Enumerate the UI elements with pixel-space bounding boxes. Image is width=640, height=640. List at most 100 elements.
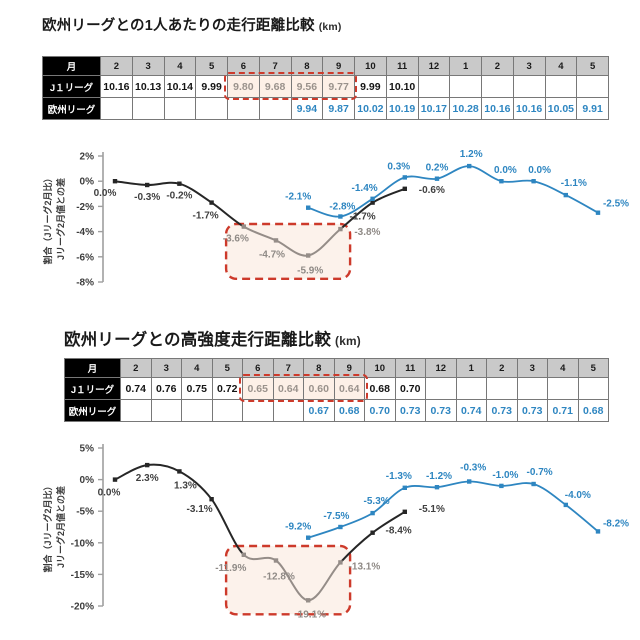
value-cell [100, 97, 133, 120]
series-line-segment [404, 175, 438, 180]
y-axis-title: Jリーグ2月値との差 [55, 486, 66, 568]
data-point-label: -0.7% [527, 467, 553, 478]
value-cell: 0.73 [486, 399, 518, 422]
month-header-cell: 3 [516, 358, 548, 378]
data-point-label: -1.1% [561, 178, 587, 189]
value-cell [272, 399, 304, 422]
series-line-segment [339, 201, 374, 230]
y-tick-label: 5% [80, 444, 95, 455]
data-point-marker [273, 238, 279, 243]
value-cell: 0.65 [242, 377, 274, 400]
value-cell: 9.99 [354, 75, 387, 98]
data-point-marker [112, 477, 118, 482]
data-point-marker [145, 182, 150, 188]
value-cell [449, 75, 482, 98]
month-header-cell: 2 [481, 56, 514, 76]
value-cell: 0.70 [364, 399, 396, 422]
series-line-segment [275, 559, 309, 602]
high-intensity-distance-table: 月 2 3 4 5 6 7 8 9 10 11 12 1 2 3 4 5 J１リーグ 0.74 0.76 0.75 0.7… [64, 358, 609, 422]
line-chart: 2% 0% -2% -4% -6% -8% 割合（Jリーグ2月比） Jリーグ2月値との差 0.0… [42, 149, 629, 288]
value-cell: 9.99 [195, 75, 228, 98]
section1-title-text: 欧州リーグとの1人あたりの走行距離比較 [42, 18, 315, 34]
series-line-segment [533, 180, 567, 196]
month-header-cell: 5 [195, 56, 228, 76]
y-axis-title: Jリーグ2月値との差 [55, 178, 66, 260]
y-tick-label: -6% [76, 252, 94, 263]
data-point-label: 0.0% [528, 165, 551, 176]
data-point-marker [499, 483, 504, 489]
row-label: J１リーグ [64, 377, 121, 400]
data-point-label: -5.3% [364, 496, 390, 507]
value-cell [417, 75, 451, 98]
month-header-cell: 5 [211, 358, 243, 378]
month-header-cell: 5 [577, 358, 609, 378]
data-point-label: -0.6% [419, 185, 445, 196]
month-header-cell: 7 [272, 358, 304, 378]
data-point-marker [370, 196, 375, 201]
value-cell [481, 75, 514, 98]
month-header-cell: 11 [385, 56, 419, 76]
data-point-marker [241, 552, 246, 557]
section2-title: 欧州リーグとの高強度走行距離比較 (km) [64, 326, 361, 350]
value-cell: 10.13 [131, 75, 165, 98]
row-label: 欧州リーグ [64, 399, 121, 422]
series-line-segment [179, 182, 213, 204]
data-point-marker [338, 214, 343, 219]
month-header-cell: 8 [290, 56, 324, 76]
month-header-cell: 1 [455, 358, 487, 378]
y-tick-label: -5% [76, 507, 94, 518]
row-label: J１リーグ [42, 75, 101, 98]
series-line-segment [469, 165, 502, 183]
data-point-label: -11.9% [215, 563, 246, 574]
series-line-segment [436, 165, 470, 180]
value-cell [512, 75, 546, 98]
series-line-segment [114, 180, 148, 186]
data-point-label: -1.7% [350, 212, 376, 223]
month-corner-cell: 月 [64, 358, 121, 378]
data-point-label: -0.2% [166, 191, 192, 202]
value-cell: 10.16 [481, 97, 514, 120]
data-point-label: -19.1% [294, 609, 326, 620]
data-point-label: -0.3% [134, 192, 160, 203]
value-cell: 9.91 [576, 97, 609, 120]
value-cell: 10.28 [449, 97, 482, 120]
value-cell: 0.68 [364, 377, 396, 400]
month-header-cell: 2 [486, 358, 518, 378]
series-line-segment [307, 526, 341, 539]
series-line-segment [372, 176, 406, 200]
value-cell: 9.94 [290, 97, 324, 120]
value-cell [163, 97, 197, 120]
value-cell: 0.76 [150, 377, 182, 400]
month-header-cell: 12 [417, 56, 451, 76]
data-point-marker [467, 163, 472, 169]
data-point-label: 1.2% [460, 149, 483, 160]
series-line-segment [243, 554, 277, 562]
data-point-marker [112, 179, 118, 184]
value-cell: 10.19 [385, 97, 419, 120]
value-cell: 10.10 [385, 75, 419, 98]
value-cell [544, 75, 578, 98]
series-line-segment [211, 201, 245, 228]
value-cell [211, 399, 243, 422]
data-point-label: -1.4% [352, 183, 378, 194]
value-cell: 0.64 [333, 377, 365, 400]
value-cell: 9.68 [258, 75, 292, 98]
data-point-marker [177, 469, 182, 474]
data-point-label: 0.2% [426, 163, 449, 174]
section2-title-text: 欧州リーグとの高強度走行距離比較 [64, 331, 332, 349]
data-point-label: 0.0% [494, 165, 517, 176]
month-header-cell: 10 [354, 56, 387, 76]
data-point-marker [306, 253, 311, 258]
data-point-label: 0.3% [387, 161, 410, 172]
value-cell: 10.05 [544, 97, 578, 120]
month-header-cell: 3 [150, 358, 182, 378]
value-cell [131, 97, 165, 120]
y-tick-label: -15% [71, 570, 94, 581]
value-cell [258, 97, 292, 120]
series-line-segment [501, 482, 534, 487]
data-point-marker [370, 530, 375, 535]
month-header-cell: 4 [547, 358, 579, 378]
data-point-marker [209, 200, 214, 205]
value-cell: 9.80 [227, 75, 260, 98]
data-point-marker [434, 176, 440, 181]
